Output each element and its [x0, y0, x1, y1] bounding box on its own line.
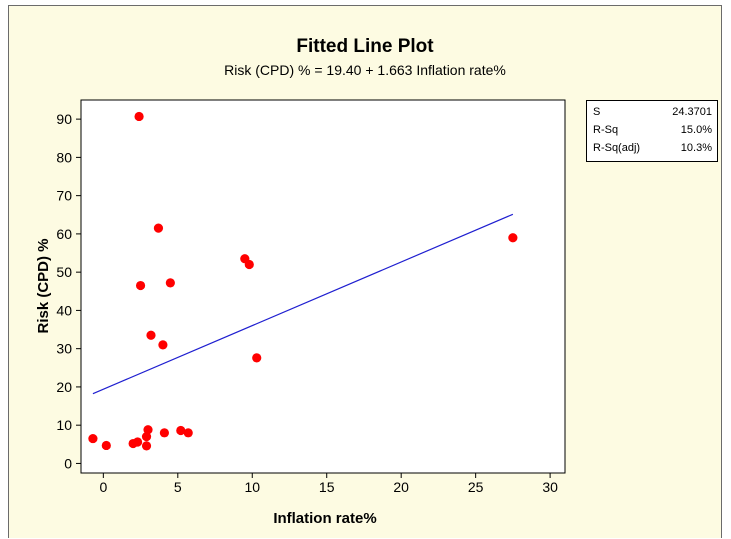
data-point — [159, 428, 169, 438]
y-tick-label: 90 — [56, 111, 72, 127]
data-point — [252, 353, 262, 363]
stat-label: R-Sq — [593, 124, 619, 136]
y-tick-label: 60 — [56, 226, 72, 242]
data-point — [143, 425, 153, 435]
x-axis-label: Inflation rate% — [273, 510, 376, 527]
stat-row-r-sq-adj: R-Sq(adj) 10.3% — [593, 139, 712, 157]
x-tick-label: 30 — [542, 479, 558, 495]
chart-title: Fitted Line Plot — [296, 36, 434, 57]
data-point — [88, 433, 98, 444]
y-tick-label: 20 — [56, 379, 72, 395]
data-point — [134, 111, 144, 122]
x-tick-label: 0 — [99, 479, 107, 495]
data-point — [146, 330, 156, 340]
y-tick-label: 10 — [56, 417, 72, 433]
data-point — [135, 280, 146, 291]
data-point — [158, 340, 168, 350]
stat-value: 15.0% — [680, 124, 712, 136]
x-tick-label: 10 — [244, 479, 260, 495]
data-point — [153, 223, 164, 233]
regression-stats-box: S 24.3701 R-Sq 15.0% R-Sq(adj) 10.3% — [586, 100, 718, 162]
fitted-line-plot: Fitted Line Plot Risk (CPD) % = 19.40 + … — [35, 36, 566, 527]
data-point — [101, 440, 111, 451]
x-tick-label: 20 — [393, 479, 409, 495]
data-point — [183, 428, 193, 438]
x-tick-label: 15 — [319, 479, 335, 495]
x-tick-label: 25 — [468, 479, 484, 495]
stat-row-r-sq: R-Sq 15.0% — [593, 121, 712, 139]
data-point — [141, 441, 152, 451]
y-tick-label: 70 — [56, 188, 72, 204]
data-point — [165, 278, 175, 288]
data-point — [244, 259, 254, 270]
chart-frame: Fitted Line Plot Risk (CPD) % = 19.40 + … — [8, 5, 722, 538]
plot-area — [80, 99, 566, 474]
fitted-regression-line — [92, 213, 514, 395]
y-tick-label: 40 — [56, 302, 72, 318]
stat-label: S — [593, 106, 601, 118]
data-point — [508, 233, 518, 243]
stat-row-s: S 24.3701 — [593, 103, 712, 121]
x-tick-label: 5 — [174, 479, 182, 495]
y-tick-label: 80 — [56, 149, 72, 165]
data-point — [141, 432, 152, 442]
data-point — [176, 425, 186, 436]
stat-value: 10.3% — [680, 142, 712, 154]
y-axis-label: Risk (CPD) % — [35, 238, 52, 333]
y-tick-label: 30 — [56, 341, 72, 357]
y-tick-label: 0 — [64, 455, 72, 471]
chart-subtitle: Risk (CPD) % = 19.40 + 1.663 Inflation r… — [224, 62, 506, 78]
stat-label: R-Sq(adj) — [593, 142, 641, 154]
stat-value: 24.3701 — [672, 106, 712, 118]
y-tick-label: 50 — [56, 264, 72, 280]
data-point — [132, 437, 143, 447]
